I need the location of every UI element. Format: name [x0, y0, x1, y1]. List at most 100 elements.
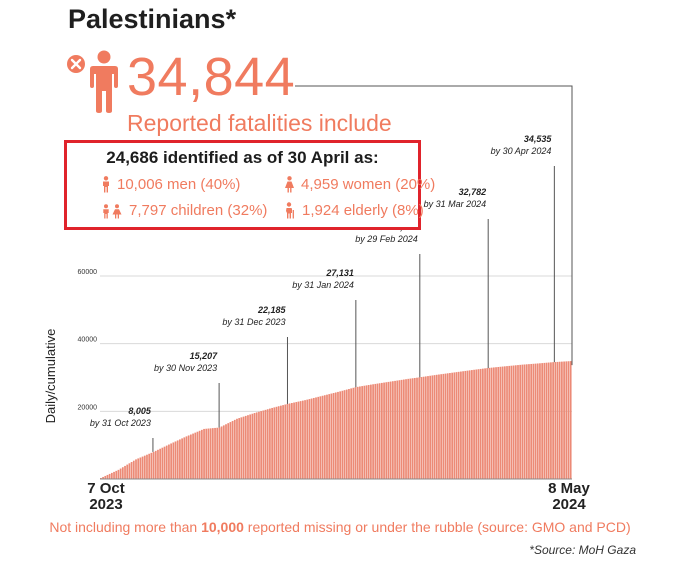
- bar: [266, 409, 269, 479]
- bar: [286, 403, 289, 479]
- bar: [422, 376, 425, 479]
- bar: [398, 380, 401, 479]
- bar: [334, 392, 337, 479]
- children-icon: [103, 204, 122, 219]
- bar: [550, 362, 552, 479]
- annotation-value: 34,535: [524, 134, 553, 144]
- bar: [530, 363, 533, 479]
- bar: [137, 458, 140, 479]
- bar: [207, 428, 210, 479]
- bar: [497, 366, 500, 479]
- bar: [341, 390, 344, 479]
- bar: [532, 363, 535, 479]
- bar: [543, 362, 546, 479]
- bar: [435, 374, 438, 479]
- bar: [473, 369, 475, 479]
- bar: [312, 397, 315, 479]
- bar: [378, 383, 381, 479]
- bar: [253, 413, 256, 479]
- bar: [121, 467, 124, 479]
- bar: [220, 426, 223, 479]
- bar: [449, 373, 451, 479]
- bar: [262, 410, 265, 479]
- bar: [508, 365, 511, 479]
- man-icon: [103, 176, 109, 193]
- bar: [352, 387, 355, 479]
- bar: [277, 406, 280, 479]
- bar: [295, 402, 298, 479]
- bar: [339, 391, 342, 479]
- bar: [534, 363, 537, 479]
- bar: [269, 408, 271, 479]
- bar: [337, 391, 339, 479]
- bar: [345, 389, 348, 479]
- bar: [310, 398, 313, 479]
- bar: [409, 378, 412, 479]
- x-start-label-line1: 7 Oct: [87, 480, 125, 497]
- annotation-value: 32,782: [459, 187, 487, 197]
- bar: [374, 383, 377, 479]
- men-stat-label: 10,006 men (40%): [117, 176, 241, 193]
- x-end-label-line2: 2024: [552, 496, 586, 513]
- bar: [376, 383, 379, 479]
- missing-note-prefix: Not including more than: [49, 519, 202, 535]
- annotation-date: by 31 Mar 2024: [424, 199, 487, 209]
- bar: [514, 365, 517, 479]
- annotation-value: 15,207: [190, 351, 219, 361]
- bar: [413, 377, 416, 479]
- y-tick-label: 60000: [78, 269, 98, 276]
- page-title: Palestinians*: [68, 4, 237, 34]
- bar: [128, 463, 131, 479]
- bar: [233, 419, 236, 479]
- bar: [271, 407, 273, 479]
- bar: [486, 368, 489, 479]
- fatalities-subtitle: Reported fatalities include: [127, 110, 392, 136]
- fatality-x-icon: [67, 55, 85, 73]
- missing-note: Not including more than 10,000 reported …: [0, 519, 680, 535]
- bar: [126, 464, 129, 479]
- bar: [471, 370, 473, 479]
- bar: [385, 382, 388, 479]
- bar: [106, 474, 109, 479]
- bar: [143, 455, 146, 479]
- bar: [400, 379, 403, 479]
- bar: [168, 444, 170, 479]
- bar: [569, 361, 572, 479]
- bar: [132, 460, 135, 479]
- total-fatalities-number: 34,844: [127, 47, 296, 107]
- x-start-label-line2: 2023: [89, 496, 123, 513]
- bar: [565, 361, 568, 479]
- bar: [326, 394, 328, 479]
- bar: [539, 363, 541, 479]
- bar: [306, 399, 309, 479]
- bar: [552, 362, 554, 479]
- elderly-icon: [286, 202, 294, 219]
- bar: [163, 446, 166, 479]
- bar: [229, 422, 232, 479]
- identified-breakdown-box: 24,686 identified as of 30 April as: 10,…: [64, 140, 435, 230]
- bar: [187, 435, 190, 479]
- men-stat: 10,006 men (40%): [101, 176, 240, 193]
- bar: [356, 386, 359, 479]
- bar: [348, 388, 350, 479]
- bar: [110, 472, 113, 479]
- bar: [308, 399, 311, 479]
- bar: [181, 438, 183, 479]
- bar: [190, 434, 192, 479]
- bar: [238, 418, 241, 479]
- bar: [367, 385, 370, 479]
- bar: [481, 368, 484, 479]
- bar: [260, 411, 263, 479]
- bar: [304, 400, 306, 479]
- bar: [558, 361, 561, 479]
- bar: [359, 386, 361, 479]
- bar: [499, 366, 502, 479]
- x-end-label: 8 May 2024: [537, 481, 601, 513]
- bar: [100, 477, 102, 479]
- x-start-label: 7 Oct 2023: [76, 481, 136, 513]
- bar: [108, 473, 111, 480]
- bar: [117, 469, 120, 479]
- bar: [179, 439, 181, 480]
- bar: [418, 377, 421, 479]
- bar: [431, 375, 434, 479]
